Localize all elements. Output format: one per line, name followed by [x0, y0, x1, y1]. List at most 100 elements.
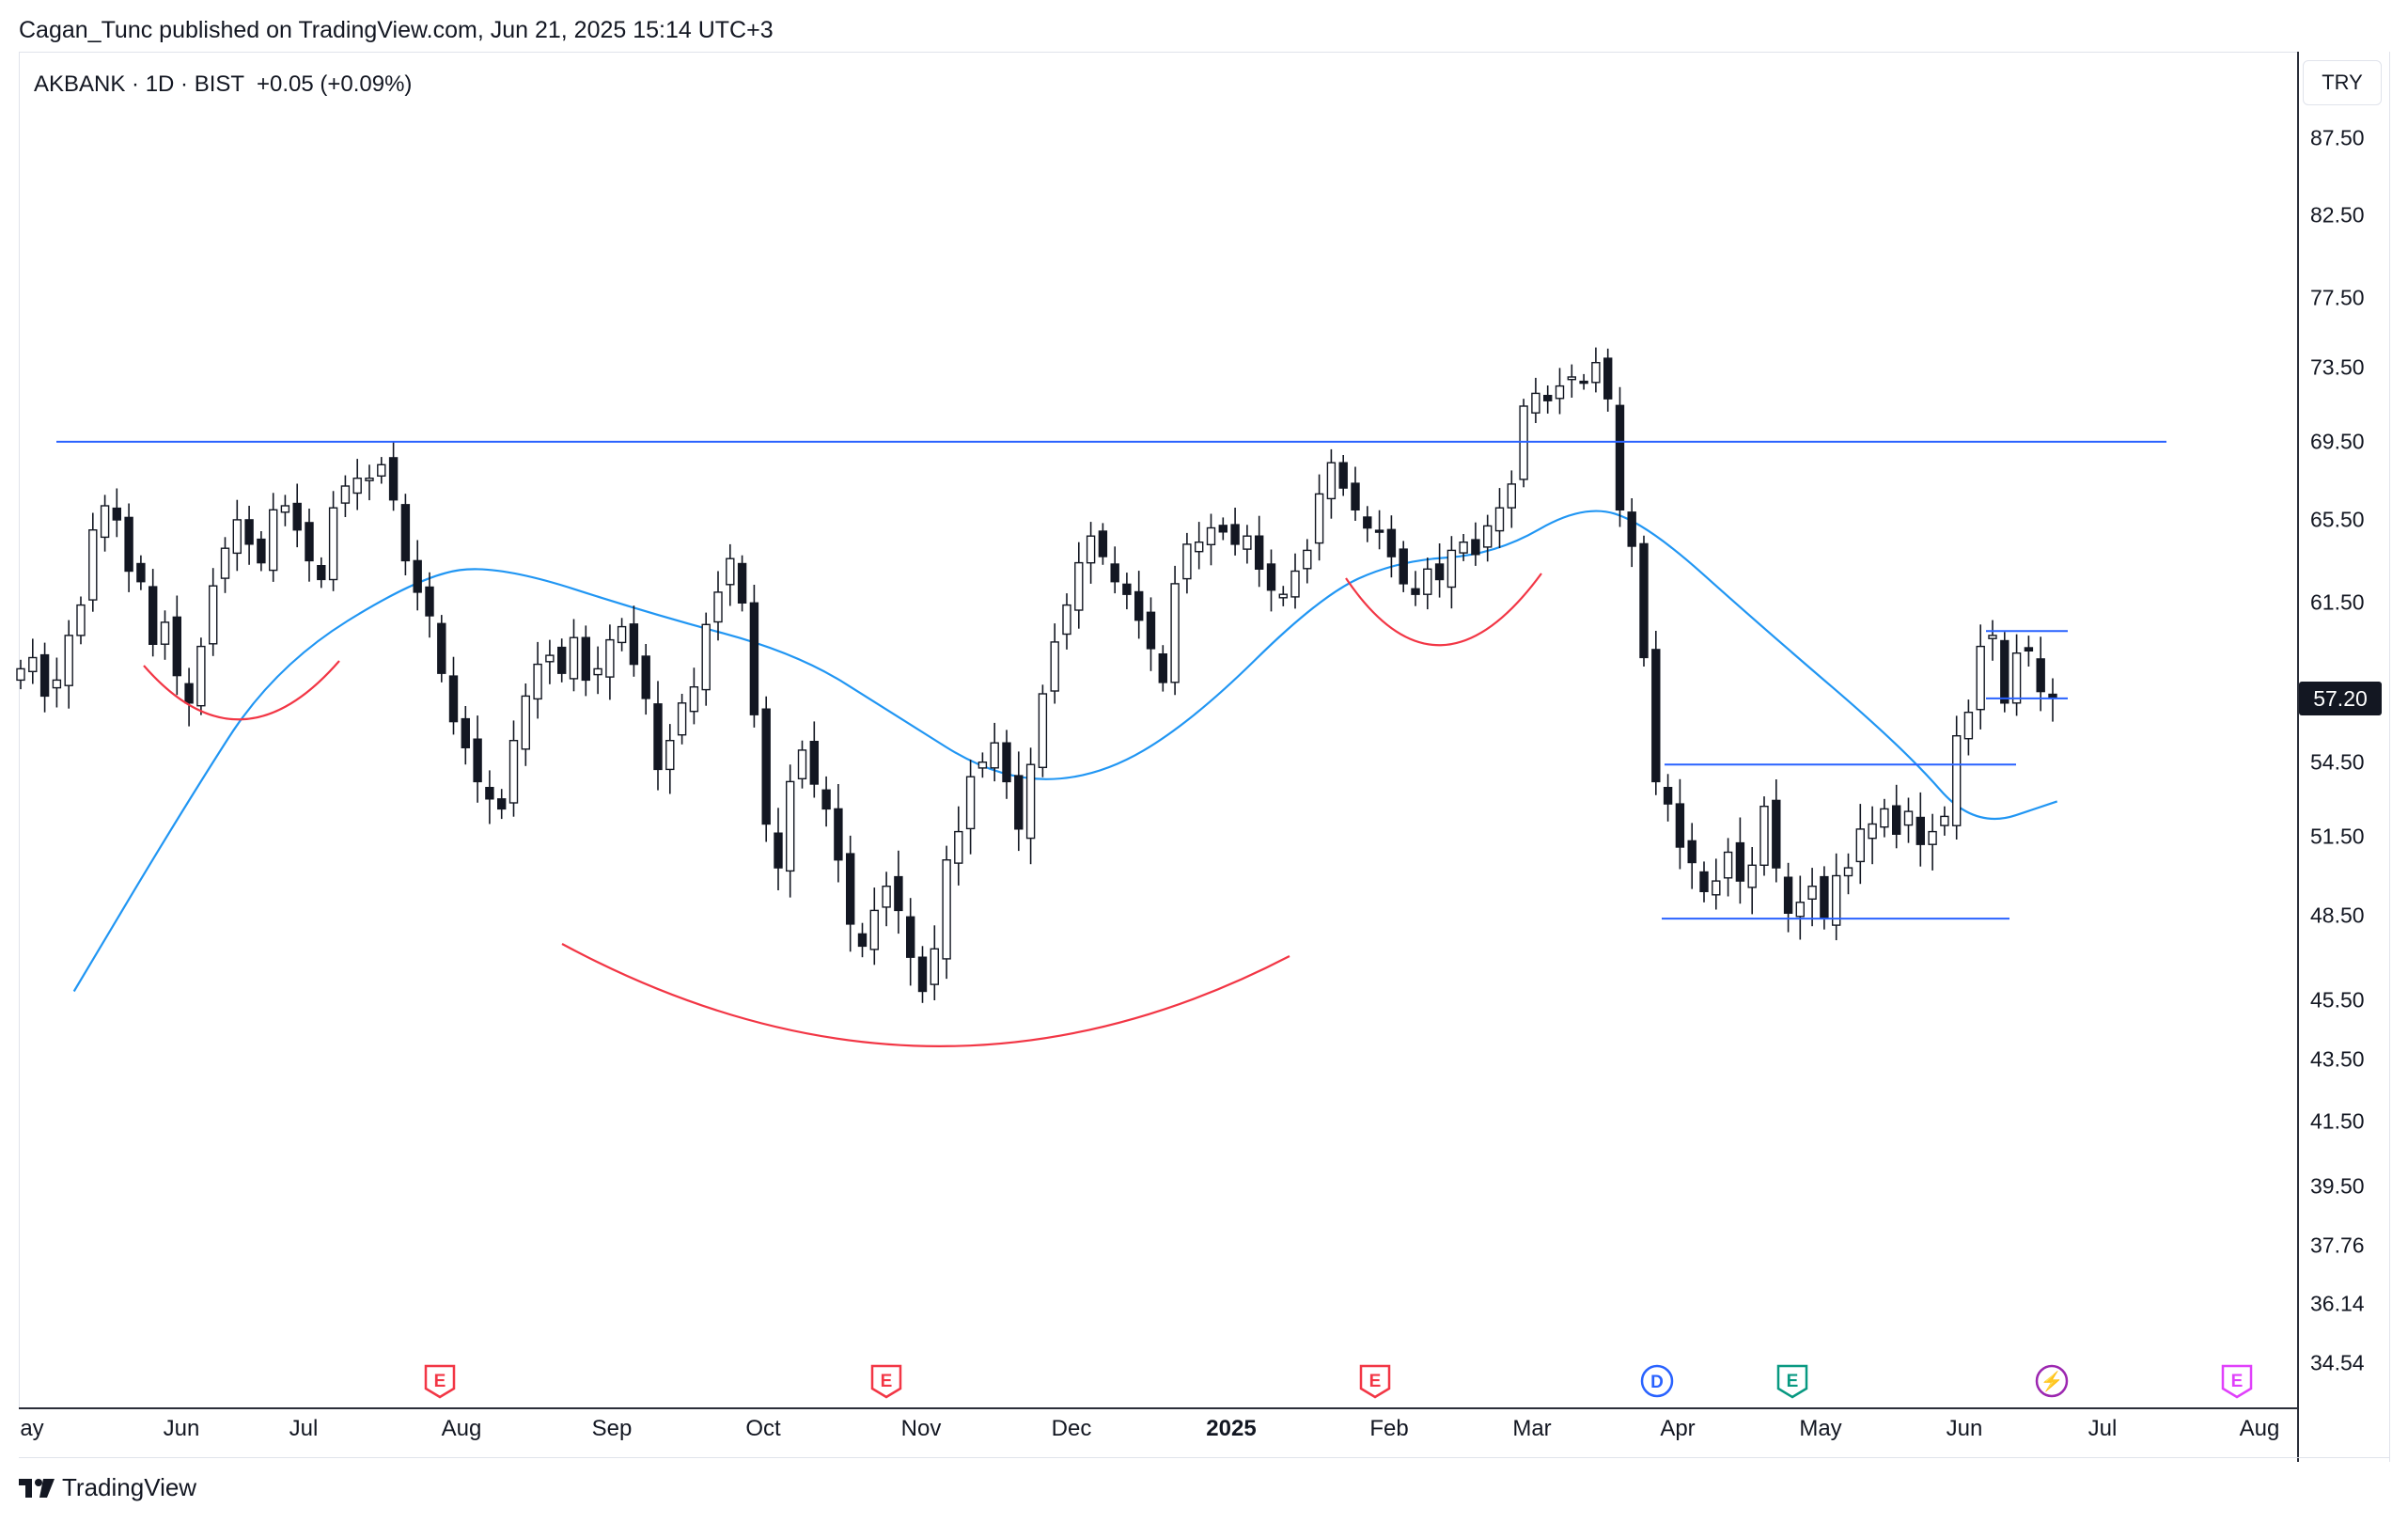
candle: [1158, 645, 1168, 692]
candle: [52, 657, 62, 708]
candle: [257, 531, 266, 572]
currency-button[interactable]: TRY: [2303, 60, 2382, 105]
price-axis-panel[interactable]: [2299, 52, 2390, 1462]
price-axis-label: 51.50: [2310, 824, 2365, 849]
candle: [269, 493, 278, 582]
candle: [1206, 513, 1216, 566]
event-earnings-icon[interactable]: E: [1357, 1363, 1393, 1399]
candle: [882, 871, 891, 927]
event-earnings-icon[interactable]: E: [2219, 1363, 2255, 1399]
candle: [1603, 348, 1613, 412]
candle: [1303, 539, 1312, 584]
candle: [1002, 730, 1011, 799]
event-earnings-icon[interactable]: E: [868, 1363, 904, 1399]
candle: [1891, 784, 1901, 849]
candle: [1482, 514, 1493, 562]
candle: [917, 946, 928, 1003]
candle: [1519, 399, 1528, 488]
candle: [1338, 455, 1348, 496]
candle: [1747, 847, 1757, 915]
candle: [774, 808, 783, 890]
candle: [1446, 536, 1457, 609]
price-axis-label: 69.50: [2310, 429, 2365, 454]
candle: [461, 706, 470, 765]
candle: [1230, 508, 1240, 556]
candle: [1795, 875, 1806, 940]
arc-drawing-large-cup: [561, 943, 1290, 1047]
event-earnings-icon[interactable]: E: [1775, 1363, 1810, 1399]
candle: [1783, 862, 1793, 933]
event-letter: E: [434, 1372, 446, 1391]
event-letter: E: [1787, 1372, 1799, 1391]
candle: [1963, 699, 1974, 756]
candle: [1134, 571, 1144, 639]
candle: [665, 724, 675, 794]
candle: [1374, 510, 1384, 550]
time-axis-label: Sep: [591, 1416, 633, 1441]
candle: [1278, 586, 1289, 606]
candle: [1903, 797, 1914, 843]
arc-drawing-small-left: [143, 660, 340, 721]
chart-pane[interactable]: [19, 52, 2298, 1409]
candle: [1699, 861, 1709, 903]
candle: [1759, 796, 1769, 876]
candle: [485, 770, 494, 824]
candle: [834, 784, 843, 883]
candle: [112, 488, 122, 538]
candle: [1675, 778, 1685, 870]
candle: [629, 605, 639, 677]
price-axis-label: 48.50: [2310, 903, 2365, 928]
brand-name: TradingView: [62, 1473, 197, 1501]
candle: [726, 543, 735, 606]
candle: [1940, 806, 1949, 836]
candle: [208, 568, 218, 656]
arc-drawing-handle: [1345, 573, 1542, 647]
candle: [1471, 522, 1480, 566]
candle: [328, 491, 338, 591]
candle: [1050, 623, 1059, 704]
candle: [894, 850, 903, 934]
candle: [1290, 553, 1300, 609]
candle: [677, 694, 687, 745]
candle: [1651, 631, 1661, 795]
price-axis-label: 36.14: [2310, 1291, 2365, 1316]
price-axis-label: 34.54: [2310, 1350, 2365, 1375]
candle: [1098, 523, 1108, 565]
candle: [1712, 858, 1721, 910]
price-axis-label: 43.50: [2310, 1046, 2365, 1072]
candle: [388, 441, 399, 511]
candle: [821, 776, 831, 827]
candle: [1351, 466, 1360, 521]
event-earnings-icon[interactable]: E: [422, 1363, 458, 1399]
candle: [1627, 498, 1636, 568]
candle: [954, 806, 963, 886]
candle: [1772, 779, 1781, 883]
candle: [1014, 751, 1024, 852]
candle: [797, 740, 807, 789]
candle: [1723, 838, 1733, 897]
candle: [377, 457, 386, 484]
candle: [160, 610, 170, 660]
price-axis-border: [2297, 52, 2299, 1462]
event-split-icon[interactable]: ⚡: [2034, 1363, 2070, 1399]
candle: [617, 618, 627, 652]
candle: [2024, 636, 2034, 667]
candle: [1639, 535, 1649, 667]
candle: [88, 512, 98, 612]
candle: [497, 789, 507, 820]
published-by-line: Cagan_Tunc published on TradingView.com,…: [19, 17, 774, 43]
time-axis-label: Dec: [1051, 1416, 1092, 1441]
candle: [857, 922, 868, 958]
tradingview-brand[interactable]: TradingView: [19, 1473, 196, 1502]
candle: [1615, 386, 1625, 527]
event-dividend-icon[interactable]: D: [1639, 1363, 1675, 1399]
candle: [196, 637, 206, 715]
candle: [1988, 620, 1997, 661]
candle: [28, 638, 38, 684]
time-axis-label: May: [1799, 1416, 1842, 1441]
symbol-info: AKBANK · 1D · BIST: [34, 71, 244, 97]
candle: [1254, 515, 1264, 588]
event-letter: ⚡: [2041, 1370, 2064, 1392]
candle: [292, 483, 302, 548]
